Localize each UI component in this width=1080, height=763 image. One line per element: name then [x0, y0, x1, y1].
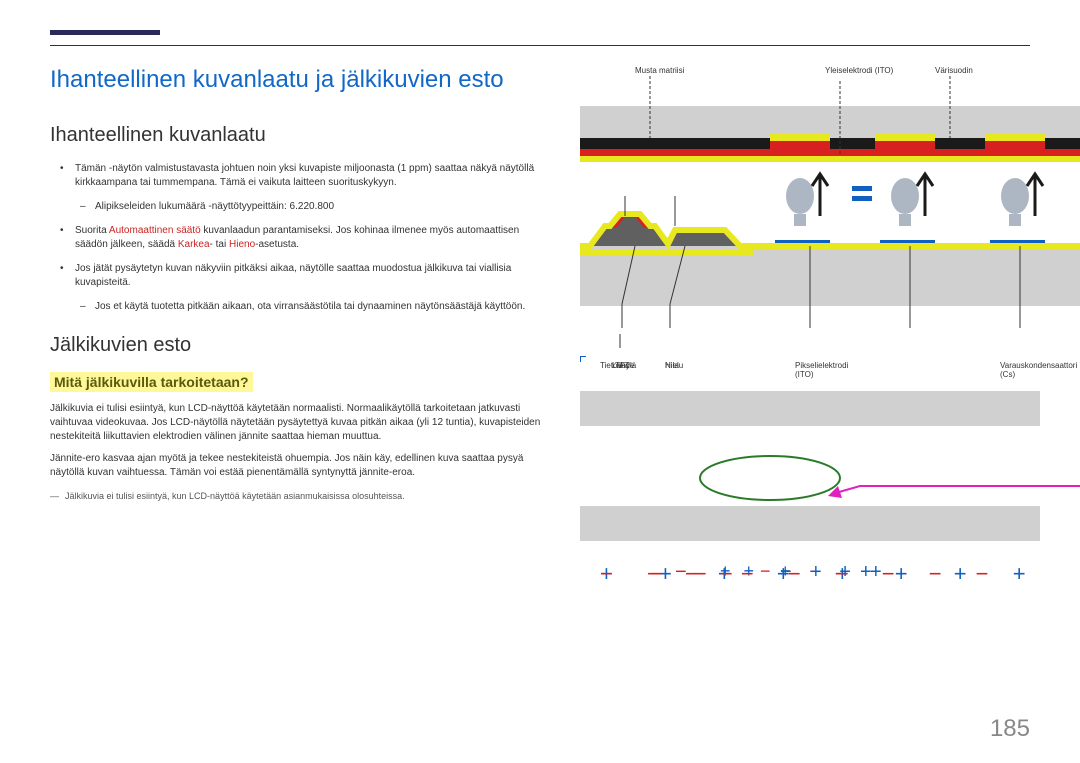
diagram1-svg	[580, 66, 1080, 356]
header-divider	[50, 45, 1030, 46]
sub-list-2: Jos et käytä tuotetta pitkään aikaan, ot…	[85, 300, 550, 314]
sub-bullet-2: Jos et käytä tuotetta pitkään aikaan, ot…	[85, 300, 550, 314]
bullet-1: Tämän -näytön valmistustavasta johtuen n…	[65, 162, 550, 190]
section1-heading: Ihanteellinen kuvanlaatu	[50, 124, 550, 147]
bullet-list-1: Tämän -näytön valmistustavasta johtuen n…	[65, 162, 550, 190]
bullet-3: Jos jätät pysäytetyn kuvan näkyviin pitk…	[65, 262, 550, 290]
cross-section-diagram: Musta matriisi Yleiselektrodi (ITO) Väri…	[580, 66, 1080, 346]
note-1: Jälkikuvia ei tulisi esiintyä, kun LCD-n…	[50, 490, 550, 503]
para-2: Jännite-ero kasvaa ajan myötä ja tekee n…	[50, 452, 550, 480]
section2-heading: Jälkikuvien esto	[50, 334, 550, 357]
minus-row: − − − − − − − − −	[600, 561, 1003, 587]
bullet-2: Suorita Automaattinen säätö kuvanlaadun …	[65, 224, 550, 252]
text-column: Ihanteellinen kuvanlaatu ja jälkikuvien …	[50, 66, 550, 546]
para-1: Jälkikuvia ei tulisi esiintyä, kun LCD-n…	[50, 402, 550, 444]
label-musta: Musta matriisi	[635, 66, 684, 75]
section2-subheading: Mitä jälkikuvilla tarkoitetaan?	[50, 372, 253, 392]
label-yleis: Yleiselektrodi (ITO)	[825, 66, 893, 75]
label-vari: Värisuodin	[935, 66, 973, 75]
bullet-list-2: Suorita Automaattinen säätö kuvanlaadun …	[65, 224, 550, 290]
header-bar	[50, 30, 160, 35]
page-title: Ihanteellinen kuvanlaatu ja jälkikuvien …	[50, 66, 550, 94]
sub-list-1: Alipikseleiden lukumäärä -näyttötyypeitt…	[85, 200, 550, 214]
diagram2-svg	[580, 356, 1080, 556]
content-wrapper: Ihanteellinen kuvanlaatu ja jälkikuvien …	[50, 66, 1030, 546]
page-number: 185	[990, 715, 1030, 743]
diagram-column: Musta matriisi Yleiselektrodi (ITO) Väri…	[580, 66, 1080, 546]
sub-bullet-1: Alipikseleiden lukumäärä -näyttötyypeitt…	[85, 200, 550, 214]
charge-diagram: + + + + + + + + − − − + − − + − + + − + …	[580, 356, 1080, 546]
